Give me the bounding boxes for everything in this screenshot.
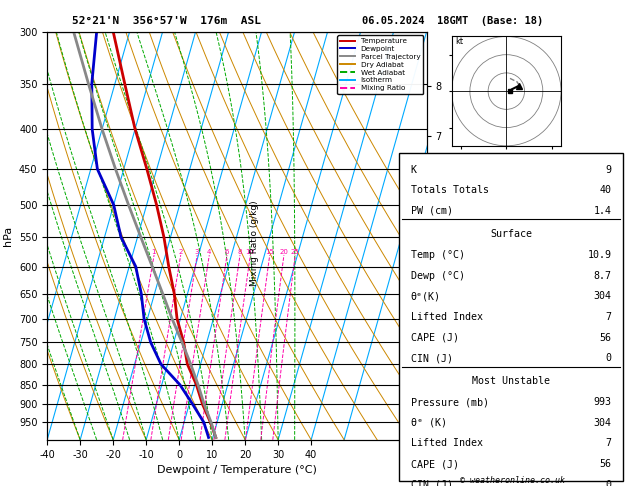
Text: 3: 3	[194, 249, 199, 255]
Text: Pressure (mb): Pressure (mb)	[411, 397, 489, 407]
Text: θᵉ(K): θᵉ(K)	[411, 291, 440, 301]
Text: 10: 10	[245, 249, 255, 255]
Text: Surface: Surface	[490, 229, 532, 239]
Text: PW (cm): PW (cm)	[411, 206, 453, 216]
Text: CAPE (J): CAPE (J)	[411, 332, 459, 343]
X-axis label: Dewpoint / Temperature (°C): Dewpoint / Temperature (°C)	[157, 465, 317, 475]
Text: 7: 7	[606, 438, 611, 449]
Text: Totals Totals: Totals Totals	[411, 185, 489, 195]
Text: 993: 993	[594, 397, 611, 407]
Text: 2: 2	[178, 249, 182, 255]
Text: 304: 304	[594, 291, 611, 301]
Text: Lifted Index: Lifted Index	[411, 438, 482, 449]
Text: 0: 0	[606, 480, 611, 486]
Text: K: K	[411, 165, 416, 174]
Text: 56: 56	[599, 459, 611, 469]
Text: 1: 1	[152, 249, 156, 255]
Text: 9: 9	[606, 165, 611, 174]
Text: © weatheronline.co.uk: © weatheronline.co.uk	[460, 476, 565, 485]
Text: 56: 56	[599, 332, 611, 343]
Text: 10.9: 10.9	[587, 250, 611, 260]
Legend: Temperature, Dewpoint, Parcel Trajectory, Dry Adiabat, Wet Adiabat, Isotherm, Mi: Temperature, Dewpoint, Parcel Trajectory…	[337, 35, 423, 94]
Text: 25: 25	[291, 249, 299, 255]
Text: Lifted Index: Lifted Index	[411, 312, 482, 322]
Text: 0: 0	[606, 353, 611, 363]
Text: Mixing Ratio (g/kg): Mixing Ratio (g/kg)	[250, 200, 259, 286]
Text: 304: 304	[594, 418, 611, 428]
Text: CAPE (J): CAPE (J)	[411, 459, 459, 469]
Text: Dewp (°C): Dewp (°C)	[411, 271, 465, 280]
Text: 8.7: 8.7	[594, 271, 611, 280]
Text: 40: 40	[599, 185, 611, 195]
Y-axis label: km
ASL: km ASL	[458, 225, 476, 246]
Text: Temp (°C): Temp (°C)	[411, 250, 465, 260]
Text: 52°21'N  356°57'W  176m  ASL: 52°21'N 356°57'W 176m ASL	[72, 16, 261, 26]
Y-axis label: hPa: hPa	[3, 226, 13, 246]
Text: 20: 20	[279, 249, 288, 255]
Text: 15: 15	[265, 249, 274, 255]
Text: 7: 7	[606, 312, 611, 322]
Text: 8: 8	[237, 249, 242, 255]
Text: 06.05.2024  18GMT  (Base: 18): 06.05.2024 18GMT (Base: 18)	[362, 16, 543, 26]
Text: θᵉ (K): θᵉ (K)	[411, 418, 447, 428]
Text: CIN (J): CIN (J)	[411, 353, 453, 363]
Text: Most Unstable: Most Unstable	[472, 377, 550, 386]
Text: CIN (J): CIN (J)	[411, 480, 453, 486]
Text: 6: 6	[225, 249, 229, 255]
Text: kt: kt	[455, 37, 464, 46]
Text: 4: 4	[207, 249, 211, 255]
Text: 1.4: 1.4	[594, 206, 611, 216]
Text: LCL: LCL	[431, 421, 446, 431]
